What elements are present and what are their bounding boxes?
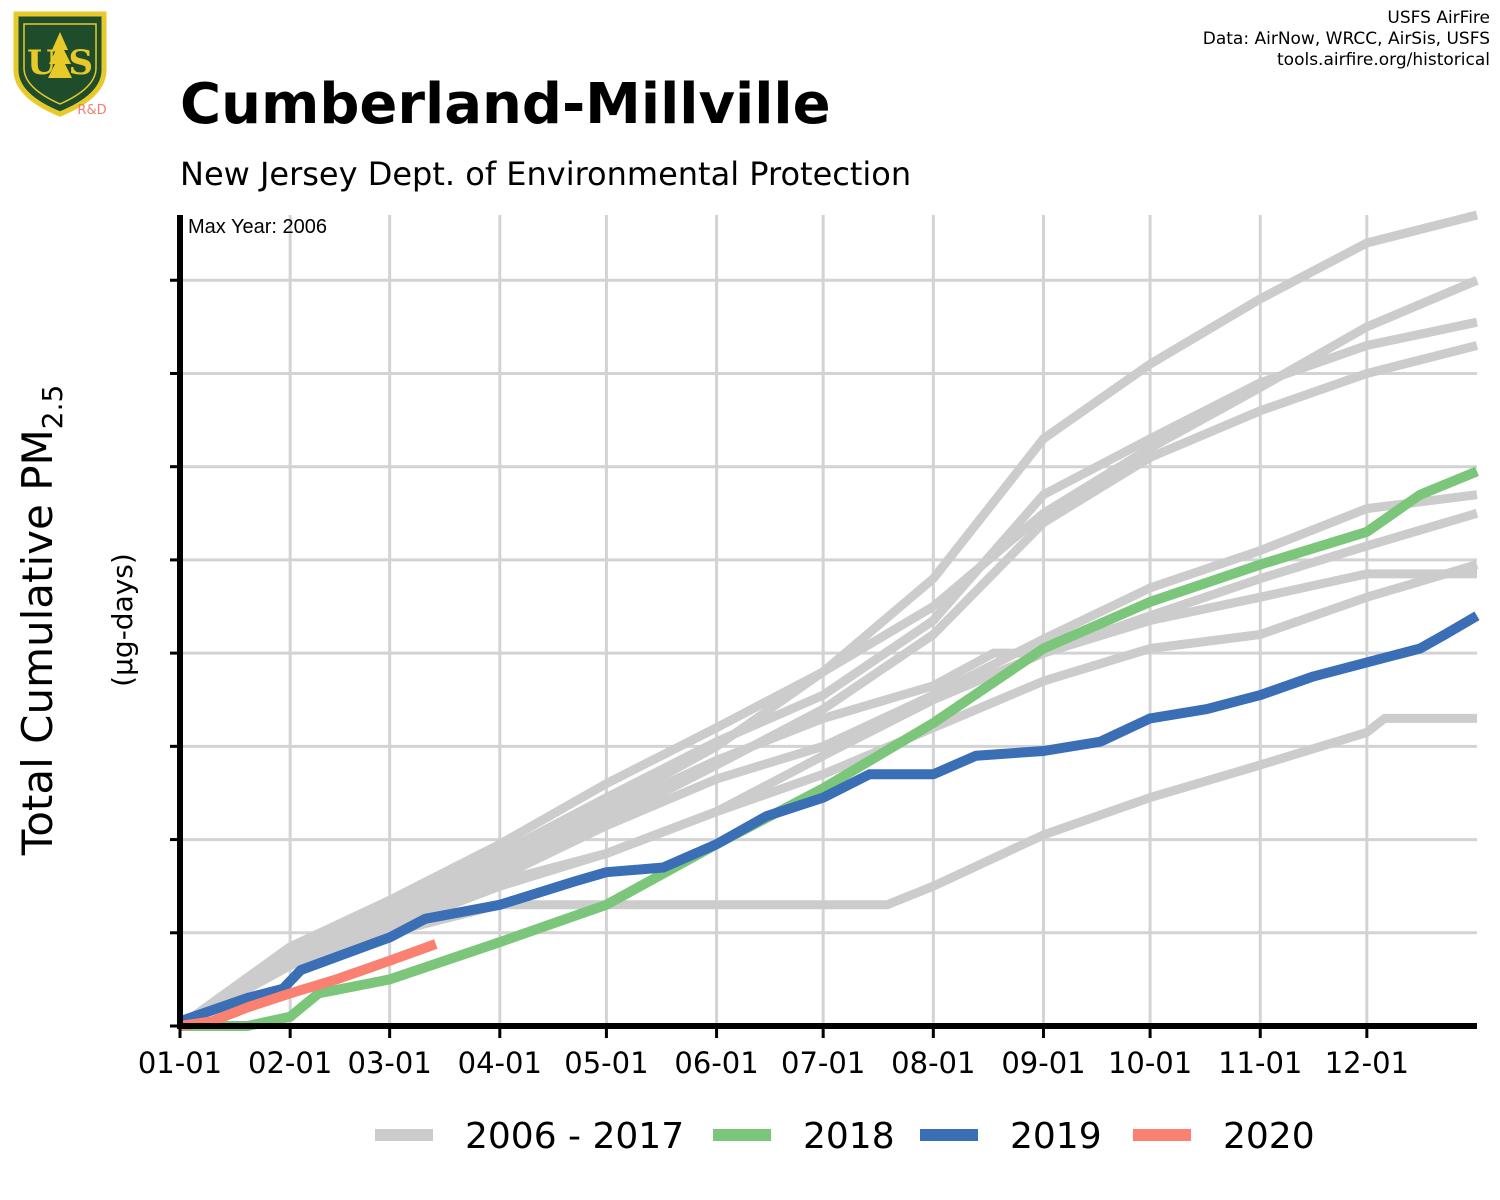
x-tick-label: 03-01 <box>348 1046 432 1080</box>
x-tick-label: 01-01 <box>138 1046 222 1080</box>
x-tick-label: 12-01 <box>1325 1046 1409 1080</box>
tree-icon <box>48 32 72 78</box>
x-tick-label: 11-01 <box>1218 1046 1302 1080</box>
y-axis-title: Total Cumulative PM <box>13 429 62 856</box>
axes <box>170 215 1477 1038</box>
series-line-historical <box>177 560 1479 1030</box>
x-tick-label: 06-01 <box>674 1046 758 1080</box>
x-tick-labels: 01-01 02-01 03-01 04-01 05-01 06-01 07-01 08-01… <box>138 1046 1409 1080</box>
x-tick-label: 04-01 <box>458 1046 542 1080</box>
y-axis-units: (µg-days) <box>106 553 139 687</box>
historical-series <box>177 210 1479 1030</box>
x-tick-label: 10-01 <box>1108 1046 1192 1080</box>
x-tick-label: 05-01 <box>564 1046 648 1080</box>
chart-subtitle: New Jersey Dept. of Environmental Protec… <box>180 155 912 193</box>
legend: 2006 - 2017 2018 2019 2020 <box>375 1116 1315 1157</box>
highlight-series <box>178 466 1480 1031</box>
usfs-shield-logo: U S R&D <box>13 11 107 118</box>
x-tick-label: 07-01 <box>781 1046 865 1080</box>
legend-label: 2019 <box>1010 1116 1102 1157</box>
credits: USFS AirFire Data: AirNow, WRCC, AirSis,… <box>1203 8 1490 71</box>
credit-line: USFS AirFire <box>1387 8 1490 28</box>
logo-badge: R&D <box>77 103 106 118</box>
y-axis-subscript: 2.5 <box>36 385 69 430</box>
x-tick-label: 08-01 <box>891 1046 975 1080</box>
x-tick-label: 09-01 <box>1001 1046 1085 1080</box>
chart-title: Cumberland-Millville <box>180 72 831 137</box>
legend-label: 2018 <box>803 1116 895 1157</box>
credit-line: tools.airfire.org/historical <box>1277 50 1490 70</box>
max-year-annotation: Max Year: 2006 <box>188 216 327 238</box>
credit-line: Data: AirNow, WRCC, AirSis, USFS <box>1202 29 1490 49</box>
svg-text:Total Cumulative PM2.5: Total Cumulative PM2.5 <box>13 385 69 857</box>
legend-label: 2020 <box>1223 1116 1315 1157</box>
y-axis-label: Total Cumulative PM2.5 <box>13 385 69 857</box>
series-line-2020 <box>179 939 438 1031</box>
grid <box>178 215 1477 1028</box>
series-line-2019 <box>178 611 1480 1027</box>
x-tick-label: 02-01 <box>248 1046 332 1080</box>
legend-label: 2006 - 2017 <box>465 1116 684 1157</box>
series-line-historical <box>177 569 1477 1030</box>
